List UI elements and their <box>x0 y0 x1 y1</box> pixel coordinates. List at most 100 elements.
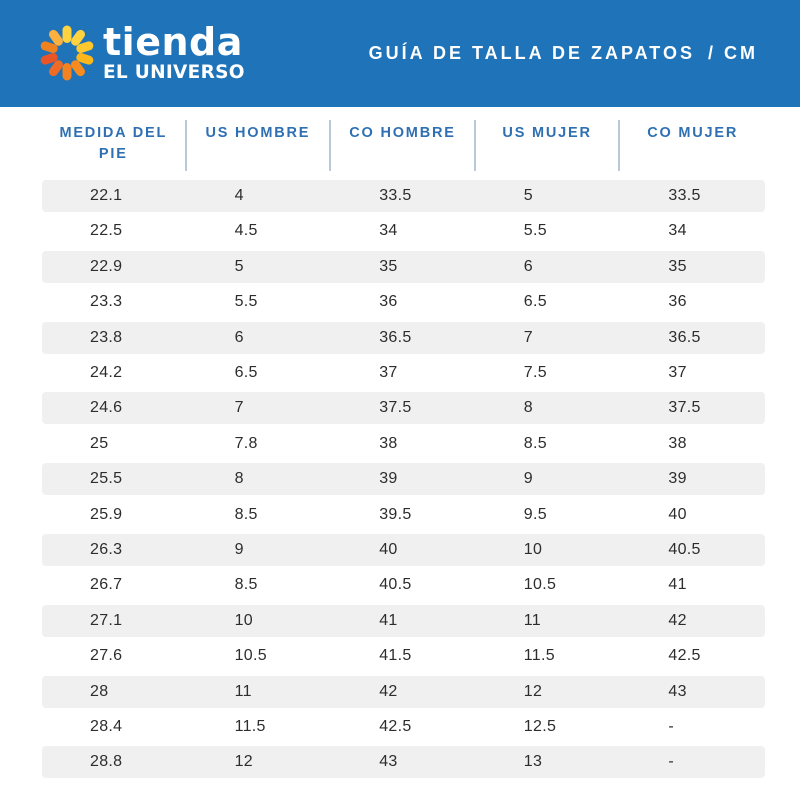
table-cell: 41 <box>668 576 687 594</box>
column-header: MEDIDA DEL PIE <box>42 120 187 172</box>
table-cell: 6 <box>523 257 533 275</box>
table-cell: 7.8 <box>234 434 258 452</box>
table-row: 27.1 10 41 11 42 <box>42 604 765 637</box>
table-cell: 8 <box>523 399 533 417</box>
page-title: GUÍA DE TALLA DE ZAPATOS / CM <box>369 43 758 64</box>
table-cell: 28.4 <box>90 717 123 735</box>
table-cell: 12.5 <box>523 717 557 735</box>
sun-burst-icon <box>40 25 94 81</box>
table-cell: 9 <box>523 470 533 488</box>
table-cell: 6 <box>234 328 244 346</box>
sun-petal <box>62 63 72 81</box>
table-cell: 34 <box>379 222 398 240</box>
table-cell: 7.5 <box>523 363 547 381</box>
sun-petal <box>40 41 58 54</box>
table-cell: 37.5 <box>668 399 701 417</box>
table-cell: 40 <box>668 505 687 523</box>
table-cell: 37 <box>668 363 687 381</box>
brand-text: tienda EL UNIVERSO <box>103 20 245 83</box>
table-cell: - <box>668 717 675 735</box>
table-cell: 12 <box>523 682 543 700</box>
table-cell: 26.3 <box>90 540 123 558</box>
table-row: 22.5 4.5 34 5.5 34 <box>42 215 765 247</box>
table-cell: 10.5 <box>523 576 557 594</box>
table-cell: 6.5 <box>234 363 258 381</box>
table-cell: 12 <box>234 753 253 771</box>
table-cell: 11.5 <box>523 647 555 665</box>
table-cell: 26.7 <box>90 576 123 594</box>
table-cell: 28.8 <box>90 753 123 771</box>
table-cell: 34 <box>668 222 687 240</box>
table-cell: 27.1 <box>90 611 123 629</box>
table-cell: 7 <box>523 328 533 346</box>
column-header: CO HOMBRE <box>331 120 476 172</box>
table-row: 24.2 6.5 37 7.5 37 <box>42 357 765 389</box>
table-cell: 23.8 <box>90 328 123 346</box>
table-row: 28.8 12 43 13 - <box>42 746 765 779</box>
table-cell: 4 <box>234 187 244 205</box>
table-row: 26.7 8.5 40.5 10.5 41 <box>42 569 765 601</box>
table-cell: 36.5 <box>379 328 412 346</box>
table-cell: 25.5 <box>90 470 123 488</box>
table-cell: 22.9 <box>90 257 123 275</box>
sun-petal <box>76 52 94 65</box>
table-row: 23.3 5.5 36 6.5 36 <box>42 286 765 318</box>
table-row: 24.6 7 37.5 8 37.5 <box>42 392 765 425</box>
table-cell: 40.5 <box>379 576 412 594</box>
table-row: 25.9 8.5 39.5 9.5 40 <box>42 499 765 531</box>
table-cell: 8.5 <box>234 576 258 594</box>
page-title-text: GUÍA DE TALLA DE ZAPATOS <box>368 43 695 63</box>
brand-name: tienda <box>103 20 243 65</box>
table-column-headers: MEDIDA DEL PIE US HOMBRE CO HOMBRE US MUJER… <box>42 120 765 172</box>
table-cell: 40 <box>379 540 398 558</box>
column-header: US MUJER <box>476 120 621 172</box>
brand-banner: tienda EL UNIVERSO GUÍA DE TALLA DE ZAPA… <box>0 0 800 107</box>
table-cell: 35 <box>668 257 687 275</box>
table-cell: 13 <box>523 753 543 771</box>
table-cell: 33.5 <box>668 187 701 205</box>
table-cell: 39.5 <box>379 505 412 523</box>
table-row: 25.5 8 39 9 39 <box>42 463 765 496</box>
table-cell: 6.5 <box>523 293 547 311</box>
sun-petal <box>40 52 58 65</box>
table-cell: 42.5 <box>379 717 412 735</box>
sun-petal <box>62 25 72 43</box>
table-cell: 41.5 <box>379 647 412 665</box>
sun-petal <box>48 60 63 77</box>
table-cell: 33.5 <box>379 187 412 205</box>
table-cell: 42.5 <box>668 647 701 665</box>
table-row: 26.3 9 40 10 40.5 <box>42 533 765 566</box>
table-cell: 24.6 <box>90 399 123 417</box>
table-cell: 8.5 <box>234 505 258 523</box>
column-header: US HOMBRE <box>187 120 332 172</box>
table-cell: 37 <box>379 363 398 381</box>
table-row: 22.9 5 35 6 35 <box>42 250 765 283</box>
table-cell: 22.1 <box>90 187 123 205</box>
table-cell: 11 <box>234 682 252 700</box>
table-row: 28 11 42 12 43 <box>42 675 765 708</box>
sun-petal <box>71 29 86 46</box>
page-title-unit: / CM <box>708 43 758 63</box>
table-cell: 5 <box>234 257 244 275</box>
brand-subname: EL UNIVERSO <box>103 61 245 83</box>
table-cell: 4.5 <box>234 222 258 240</box>
table-cell: 41 <box>379 611 398 629</box>
table-cell: 9 <box>234 540 244 558</box>
table-cell: 22.5 <box>90 222 123 240</box>
table-row: 23.8 6 36.5 7 36.5 <box>42 321 765 354</box>
table-cell: 9.5 <box>523 505 547 523</box>
table-cell: 36 <box>379 293 398 311</box>
table-cell: 28 <box>90 682 109 700</box>
table-cell: 40.5 <box>668 540 701 558</box>
table-cell: 10.5 <box>234 647 267 665</box>
table-cell: 43 <box>668 682 687 700</box>
table-cell: - <box>668 753 675 771</box>
table-cell: 36.5 <box>668 328 701 346</box>
sun-petal <box>48 29 63 46</box>
table-cell: 10 <box>523 540 543 558</box>
sun-petal <box>76 41 94 54</box>
table-cell: 23.3 <box>90 293 123 311</box>
table-cell: 5 <box>523 187 533 205</box>
table-cell: 39 <box>379 470 398 488</box>
table-cell: 43 <box>379 753 398 771</box>
